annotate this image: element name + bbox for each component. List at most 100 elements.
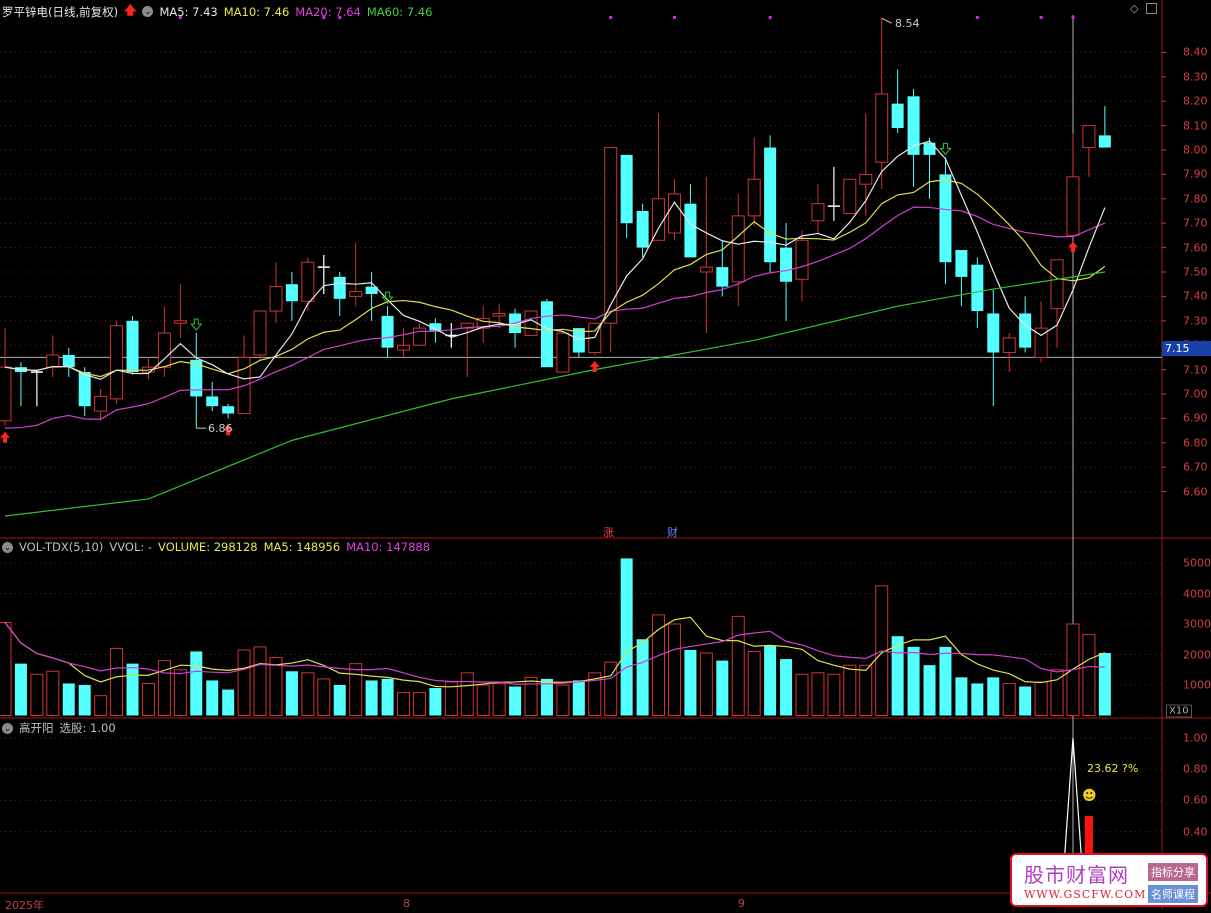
volume-bar-down bbox=[540, 678, 553, 716]
vvol-value: VVOL: - bbox=[109, 540, 153, 554]
candle-body-up bbox=[556, 332, 570, 373]
diamond-icon[interactable]: ◇ bbox=[1130, 2, 1139, 15]
candle-body-down bbox=[126, 320, 139, 373]
candle-body-up bbox=[460, 322, 474, 329]
candle-body-up bbox=[1066, 176, 1080, 236]
volume-bar-up bbox=[253, 646, 267, 716]
volume-tick-label: 30000 bbox=[1183, 617, 1211, 631]
low-price-label: 6.86 bbox=[208, 422, 233, 435]
ma60-value: MA60: 7.46 bbox=[366, 4, 433, 19]
candle-body-down bbox=[222, 406, 235, 414]
volume-bar-down bbox=[190, 651, 203, 716]
window-toggle-icon[interactable] bbox=[1146, 3, 1158, 14]
volume-bar-down bbox=[206, 680, 219, 716]
candle-body-down bbox=[206, 396, 219, 407]
volume-bar-down bbox=[620, 558, 633, 716]
ma60-line bbox=[4, 271, 1105, 517]
volume-bar-down bbox=[684, 649, 697, 716]
candle-body-up bbox=[0, 366, 12, 422]
price-tick-label: 7.30 bbox=[1183, 314, 1208, 328]
volume-bar-up bbox=[269, 657, 283, 716]
candle-body-down bbox=[540, 301, 553, 368]
volume-tick-label: 40000 bbox=[1183, 587, 1211, 600]
candle-body-down bbox=[955, 250, 968, 277]
time-label-sep: 9 bbox=[738, 897, 745, 910]
buy-arrow-icon bbox=[1067, 241, 1078, 253]
volume-bar-up bbox=[173, 669, 187, 716]
volume-bar-up bbox=[1002, 682, 1016, 716]
volume-bar-up bbox=[492, 682, 506, 716]
candle-body-down bbox=[1019, 313, 1032, 348]
high-price-label: 8.54 bbox=[895, 17, 920, 30]
volume-bar-up bbox=[795, 673, 809, 717]
candle-body-down bbox=[939, 174, 952, 263]
volume-bar-down bbox=[1098, 652, 1111, 716]
indicator-signal-line bbox=[1061, 737, 1085, 895]
logo-tag-indicator-share[interactable]: 指标分享 bbox=[1148, 863, 1198, 881]
time-label-aug: 8 bbox=[403, 897, 410, 910]
candle-body-up bbox=[301, 261, 315, 302]
logo-tag-courses[interactable]: 名师课程 bbox=[1148, 885, 1198, 903]
candle-body-up bbox=[667, 193, 681, 234]
volume-bar-up bbox=[397, 692, 410, 716]
chevron-down-icon[interactable]: ⌄ bbox=[2, 722, 13, 734]
candle-body-down bbox=[716, 267, 729, 287]
chevron-down-icon[interactable]: ⌄ bbox=[142, 6, 154, 17]
top-marker-dot bbox=[672, 16, 676, 19]
volume-tick-label: 20000 bbox=[1183, 648, 1211, 661]
volume-bar-up bbox=[141, 682, 155, 716]
stock-title: 罗平锌电(日线,前复权) bbox=[2, 4, 119, 19]
volume-bar-down bbox=[62, 683, 75, 716]
ma20-line bbox=[4, 206, 1106, 429]
volume-bar-up bbox=[412, 692, 426, 716]
volume-bar-up bbox=[859, 664, 873, 716]
candle-body-down bbox=[333, 276, 346, 299]
price-tick-label: 8.30 bbox=[1183, 70, 1208, 84]
buy-arrow-icon bbox=[0, 431, 10, 443]
volume-value: VOLUME: 298128 bbox=[158, 540, 258, 554]
logo-url: WWW.GSCFW.COM bbox=[1024, 888, 1147, 901]
candle-body-up bbox=[731, 215, 745, 283]
smiley-icon: ☻ bbox=[1082, 788, 1097, 804]
volume-bar-down bbox=[285, 671, 298, 716]
candle-body-up bbox=[492, 312, 506, 317]
ma5-value: MA5: 7.43 bbox=[159, 4, 218, 19]
candle-body-up bbox=[1082, 125, 1096, 149]
candle-body-up bbox=[843, 178, 857, 214]
candle-body-up bbox=[46, 354, 60, 368]
volume-bar-up bbox=[46, 670, 60, 717]
price-tick-label: 7.40 bbox=[1183, 289, 1208, 303]
volume-bar-up bbox=[747, 650, 761, 717]
mark-zhang: 涨 bbox=[603, 526, 614, 539]
candle-body-up bbox=[397, 344, 410, 351]
volume-bar-down bbox=[1019, 686, 1032, 716]
candle-body-down bbox=[684, 203, 697, 258]
volume-bar-up bbox=[301, 672, 315, 716]
price-tick-label: 7.90 bbox=[1183, 167, 1208, 181]
top-marker-dot bbox=[1071, 16, 1075, 19]
buy-arrow-icon bbox=[223, 424, 234, 436]
top-right-tools: ◇ bbox=[1130, 2, 1158, 15]
volume-bar-up bbox=[604, 661, 618, 716]
candle-body-down bbox=[780, 247, 793, 282]
chevron-down-icon[interactable]: ⌄ bbox=[2, 541, 13, 553]
volume-bar-down bbox=[923, 665, 936, 716]
sell-arrow-icon bbox=[190, 318, 203, 331]
volume-bar-down bbox=[891, 636, 904, 716]
candle-body-up bbox=[859, 173, 873, 185]
price-tick-label: 6.80 bbox=[1183, 436, 1208, 450]
candle-body-up bbox=[94, 395, 108, 412]
volume-bar-up bbox=[588, 672, 602, 716]
volume-bar-up bbox=[811, 672, 825, 716]
volume-bar-up bbox=[843, 664, 857, 716]
volume-bar-down bbox=[365, 680, 378, 716]
up-arrow-icon: 🡅 bbox=[124, 3, 137, 17]
ma20-value: MA20: 7.64 bbox=[295, 4, 361, 19]
volume-unit-label: X10 bbox=[1166, 704, 1192, 718]
volume-bar-down bbox=[381, 678, 394, 716]
logo-name: 股市财富网 bbox=[1024, 863, 1129, 887]
candle-body-down bbox=[381, 315, 394, 348]
volume-bar-up bbox=[1034, 681, 1048, 717]
candle-body-up bbox=[1002, 337, 1016, 354]
